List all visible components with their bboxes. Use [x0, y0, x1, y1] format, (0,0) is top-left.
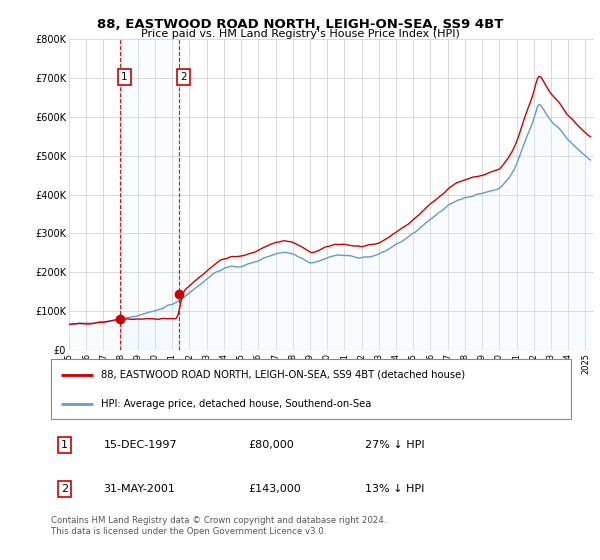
Text: Contains HM Land Registry data © Crown copyright and database right 2024.
This d: Contains HM Land Registry data © Crown c… — [51, 516, 386, 536]
Text: 31-MAY-2001: 31-MAY-2001 — [103, 484, 175, 494]
Text: 2: 2 — [180, 72, 187, 82]
Text: 15-DEC-1997: 15-DEC-1997 — [103, 440, 177, 450]
FancyBboxPatch shape — [50, 360, 571, 418]
Text: 88, EASTWOOD ROAD NORTH, LEIGH-ON-SEA, SS9 4BT: 88, EASTWOOD ROAD NORTH, LEIGH-ON-SEA, S… — [97, 18, 503, 31]
Text: 27% ↓ HPI: 27% ↓ HPI — [365, 440, 424, 450]
Text: 1: 1 — [61, 440, 68, 450]
Text: Price paid vs. HM Land Registry's House Price Index (HPI): Price paid vs. HM Land Registry's House … — [140, 29, 460, 39]
Text: 1: 1 — [121, 72, 127, 82]
Text: 2: 2 — [61, 484, 68, 494]
Text: £80,000: £80,000 — [248, 440, 295, 450]
Bar — [120, 39, 179, 350]
Text: £143,000: £143,000 — [248, 484, 301, 494]
Text: 13% ↓ HPI: 13% ↓ HPI — [365, 484, 424, 494]
Text: 88, EASTWOOD ROAD NORTH, LEIGH-ON-SEA, SS9 4BT (detached house): 88, EASTWOOD ROAD NORTH, LEIGH-ON-SEA, S… — [101, 370, 465, 380]
Text: HPI: Average price, detached house, Southend-on-Sea: HPI: Average price, detached house, Sout… — [101, 399, 371, 409]
